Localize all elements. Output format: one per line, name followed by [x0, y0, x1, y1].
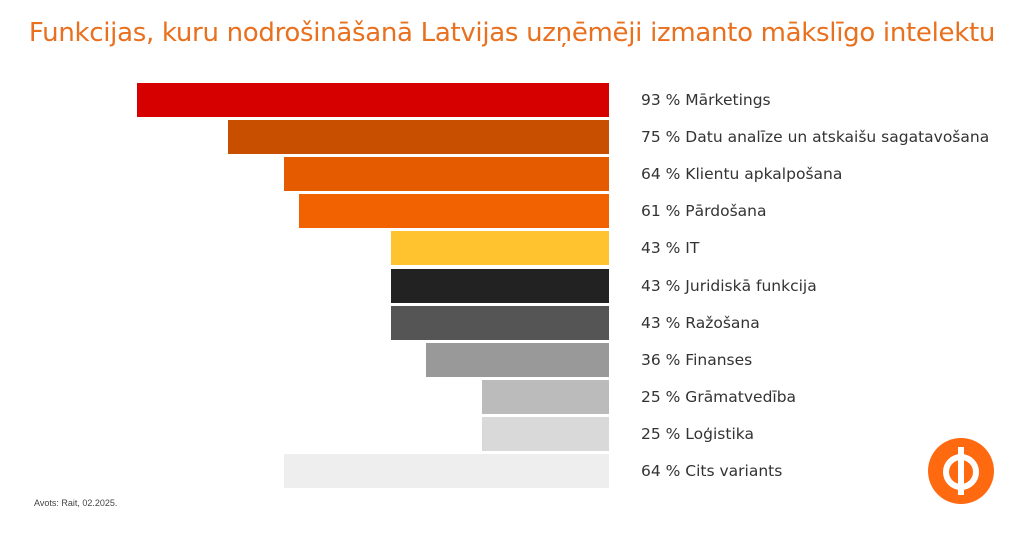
op-logo-icon	[928, 438, 994, 504]
bar-3	[283, 157, 609, 192]
bar-label-9: 25 % Grāmatvedība	[641, 387, 797, 406]
bar-label-3: 64 % Klientu apkalpošana	[641, 165, 843, 184]
bar-label-10: 25 % Loģistika	[641, 424, 754, 443]
source-note: Avots: Rait, 02.2025.	[34, 498, 118, 508]
bar-label-11: 64 % Cits variants	[641, 462, 783, 480]
bar-4	[299, 194, 609, 229]
bar-7	[390, 305, 609, 340]
bar-5	[390, 231, 609, 266]
bar-label-1: 93 % Mārketings	[641, 91, 771, 109]
bar-2	[228, 120, 609, 155]
bar-label-2: 75 % Datu analīze un atskaišu sagatavoša…	[641, 128, 990, 147]
bar-9	[482, 379, 609, 414]
chart-title: Funkcijas, kuru nodrošināšanā Latvijas u…	[28, 18, 996, 48]
bar-11	[283, 454, 609, 488]
bar-label-6: 43 % Juridiskā funkcija	[641, 276, 817, 295]
bar-label-7: 43 % Ražošana	[641, 313, 760, 332]
bar-8	[426, 342, 609, 377]
bar-label-4: 61 % Pārdošana	[641, 202, 767, 221]
bar-6	[390, 268, 609, 303]
bar-label-8: 36 % Finanses	[641, 350, 753, 369]
bar-10	[482, 416, 609, 451]
bar-label-5: 43 % IT	[641, 239, 700, 258]
bar-1	[136, 83, 609, 117]
